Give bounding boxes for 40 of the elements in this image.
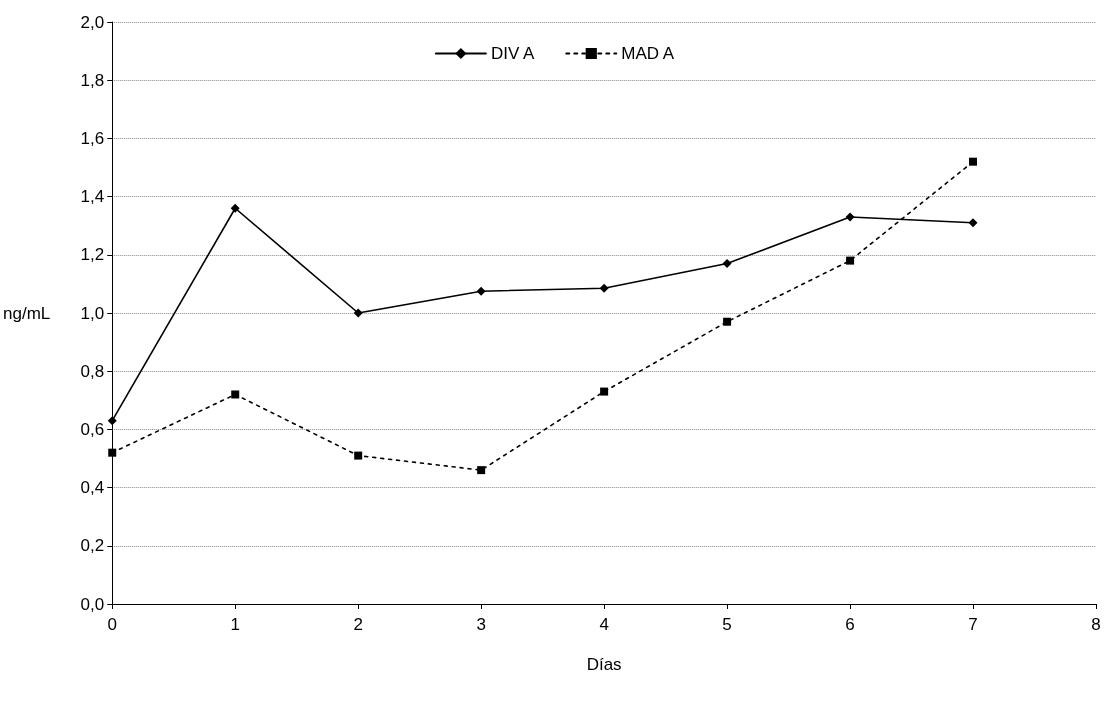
point [723,317,732,326]
y-tick-label: 2,0 [80,12,105,32]
y-tick-label: 1,0 [80,303,105,323]
y-tick-label: 1,2 [80,245,105,265]
point [477,466,486,475]
point [353,308,363,318]
x-tick-label: 4 [599,615,609,634]
y-tick-label: 1,4 [80,187,105,207]
x-tick-label: 8 [1091,615,1101,634]
y-tick-label: 0,4 [80,478,105,498]
x-tick-label: 5 [722,615,732,634]
x-tick-label: 3 [476,615,486,634]
y-axis-title: ng/mL [3,303,51,323]
point [599,283,609,293]
y-tick-label: 0,8 [80,361,105,381]
x-tick-label: 6 [845,615,855,634]
x-axis-title: Días [586,655,622,674]
y-tick-label: 1,6 [80,128,105,148]
y-tick-label: 0,0 [80,594,105,614]
legend-label: DIV A [490,44,535,63]
point [600,387,609,396]
point [230,203,240,213]
point [968,218,978,228]
legend-label: MAD A [621,44,675,63]
x-tick-label: 2 [353,615,363,634]
point [845,212,855,222]
x-tick-label: 0 [107,615,117,634]
x-tick-label: 1 [230,615,240,634]
point [722,259,732,269]
point [969,157,978,166]
x-tick-label: 7 [968,615,978,634]
point [231,390,240,399]
point [476,286,486,296]
point [107,416,117,426]
y-tick-label: 0,2 [80,536,105,556]
point [846,256,855,265]
y-tick-label: 0,6 [80,419,105,439]
y-tick-label: 1,8 [80,70,105,90]
point [108,448,117,457]
point [354,451,363,460]
